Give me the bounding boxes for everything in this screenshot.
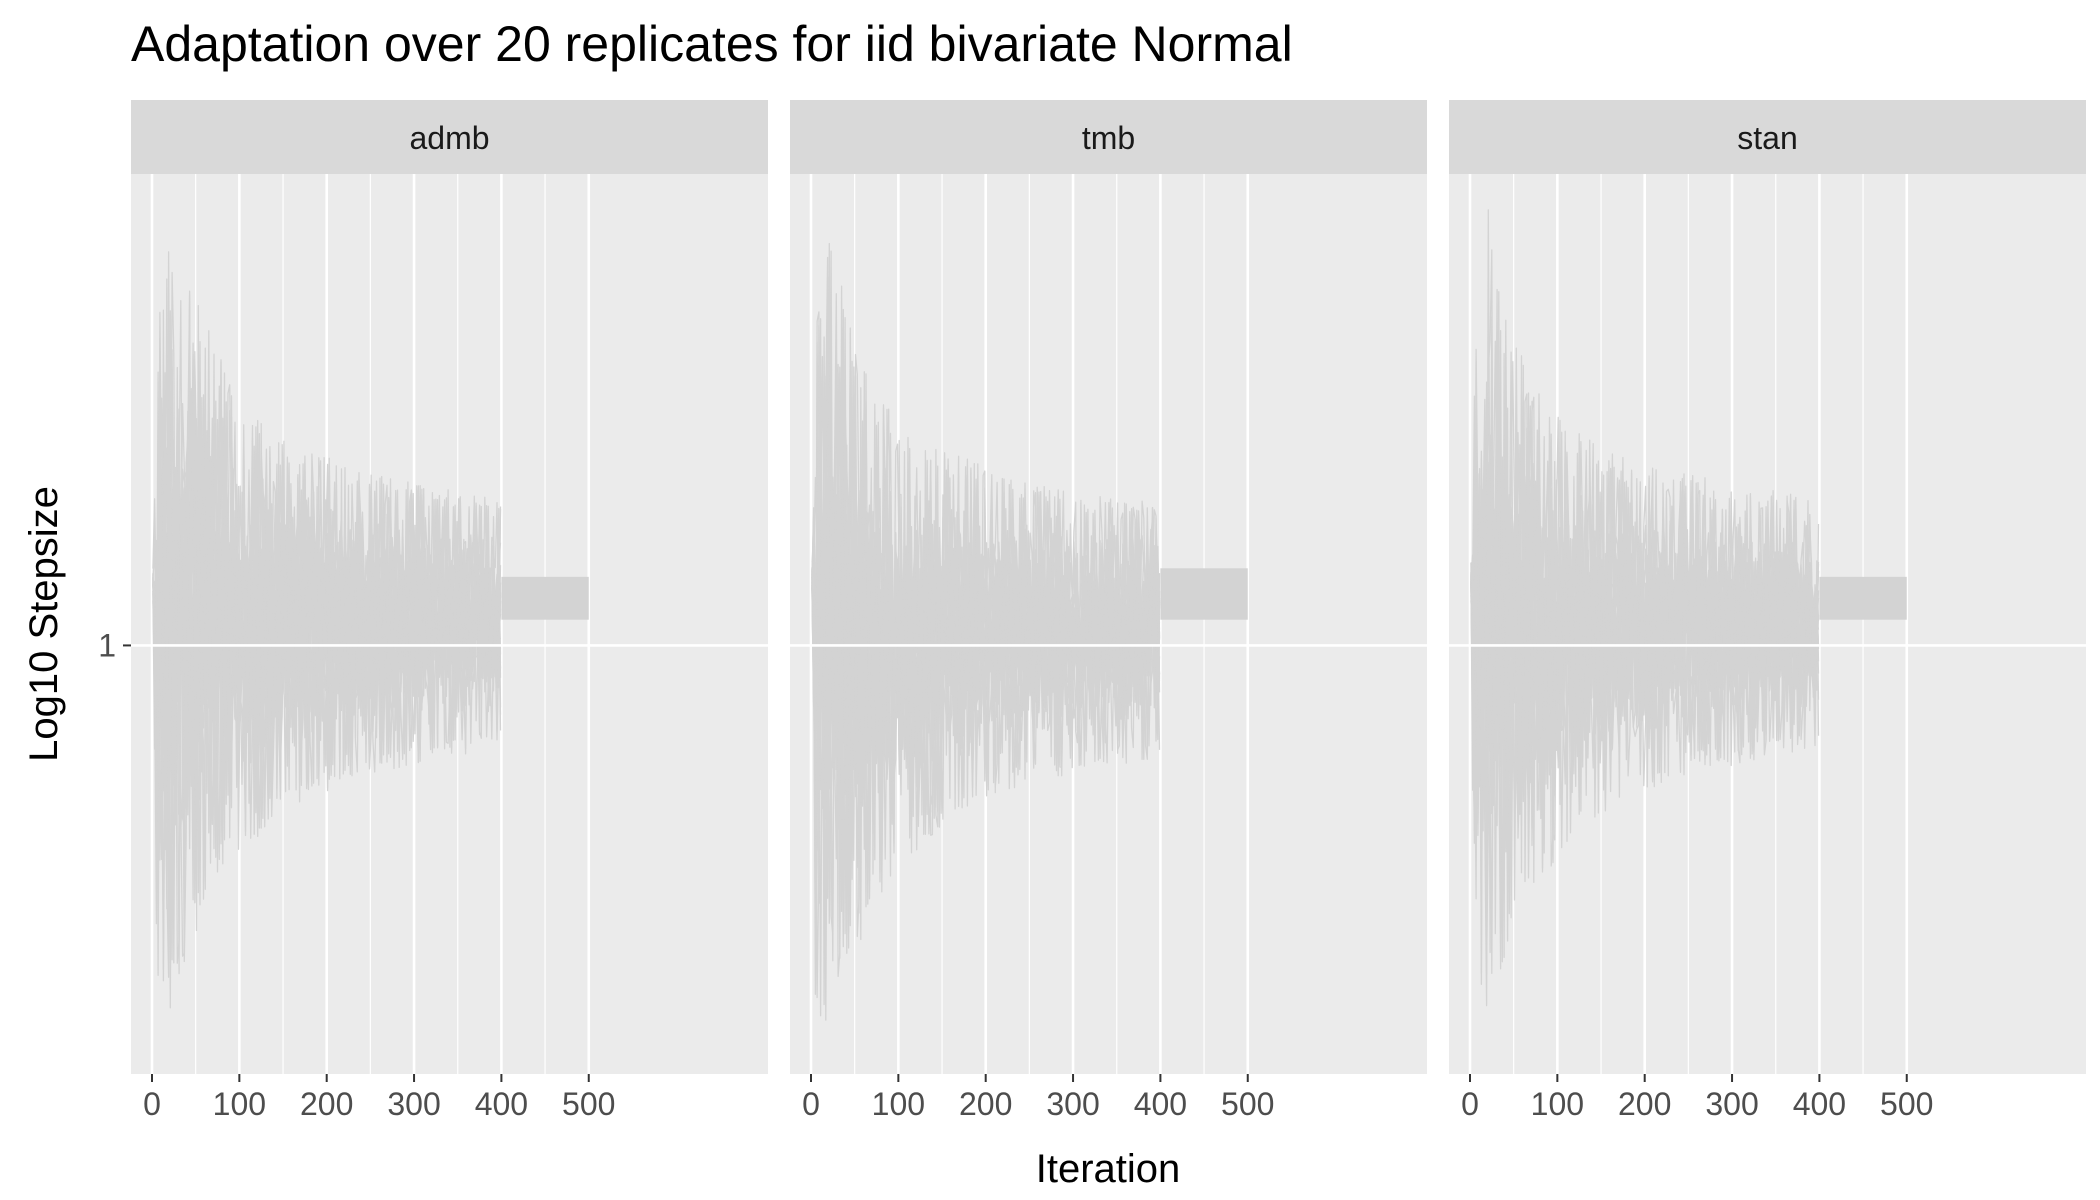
x-tick-label: 400 (1793, 1086, 1846, 1122)
facet-strip (131, 100, 768, 174)
x-tick-label: 300 (1046, 1086, 1099, 1122)
y-axis-title: Log10 Stepsize (22, 486, 66, 762)
y-axis: 1 (98, 627, 131, 663)
x-tick-label: 500 (562, 1086, 615, 1122)
x-tick-label: 100 (1531, 1086, 1584, 1122)
facet-panel-tmb: tmb 0 100 200 300 400 500 (790, 100, 1427, 1122)
sampling-band (1819, 576, 1907, 620)
data-lines (1449, 209, 2086, 1007)
x-tick-label: 0 (1461, 1086, 1479, 1122)
x-tick-label: 0 (802, 1086, 820, 1122)
x-tick-label: 500 (1880, 1086, 1933, 1122)
x-axis: 0 100 200 300 400 500 (143, 1074, 615, 1122)
x-tick-label: 300 (387, 1086, 440, 1122)
replicate-line (1470, 347, 1820, 975)
x-axis-title: Iteration (1036, 1147, 1181, 1191)
sampling-band (501, 576, 589, 620)
facet-strip (790, 100, 1427, 174)
x-axis: 0 100 200 300 400 500 (802, 1074, 1274, 1122)
facet-panel-admb: admb 0 100 200 300 400 500 (131, 100, 768, 1122)
replicate-line (152, 366, 502, 827)
facet-strip-label: admb (409, 120, 489, 156)
facet-panel-stan: stan 0 100 200 300 400 500 (1449, 100, 2086, 1122)
facet-strip-label: tmb (1082, 120, 1135, 156)
x-tick-label: 200 (959, 1086, 1012, 1122)
x-tick-label: 200 (1618, 1086, 1671, 1122)
x-tick-label: 400 (475, 1086, 528, 1122)
replicate-line (152, 341, 502, 864)
chart-title: Adaptation over 20 replicates for iid bi… (131, 16, 1293, 72)
x-axis: 0 100 200 300 400 500 (1461, 1074, 1933, 1122)
x-tick-label: 100 (213, 1086, 266, 1122)
sampling-band (1160, 568, 1248, 620)
data-lines (790, 242, 1427, 1021)
y-tick-label: 1 (98, 627, 116, 663)
replicate-line (811, 363, 1161, 995)
x-tick-label: 0 (143, 1086, 161, 1122)
data-lines (131, 251, 768, 1009)
x-tick-label: 100 (872, 1086, 925, 1122)
x-tick-label: 400 (1134, 1086, 1187, 1122)
x-tick-label: 300 (1705, 1086, 1758, 1122)
facet-strip (1449, 100, 2086, 174)
x-tick-label: 500 (1221, 1086, 1274, 1122)
x-tick-label: 200 (300, 1086, 353, 1122)
replicate-line (1470, 209, 1820, 832)
facet-strip-label: stan (1737, 120, 1797, 156)
